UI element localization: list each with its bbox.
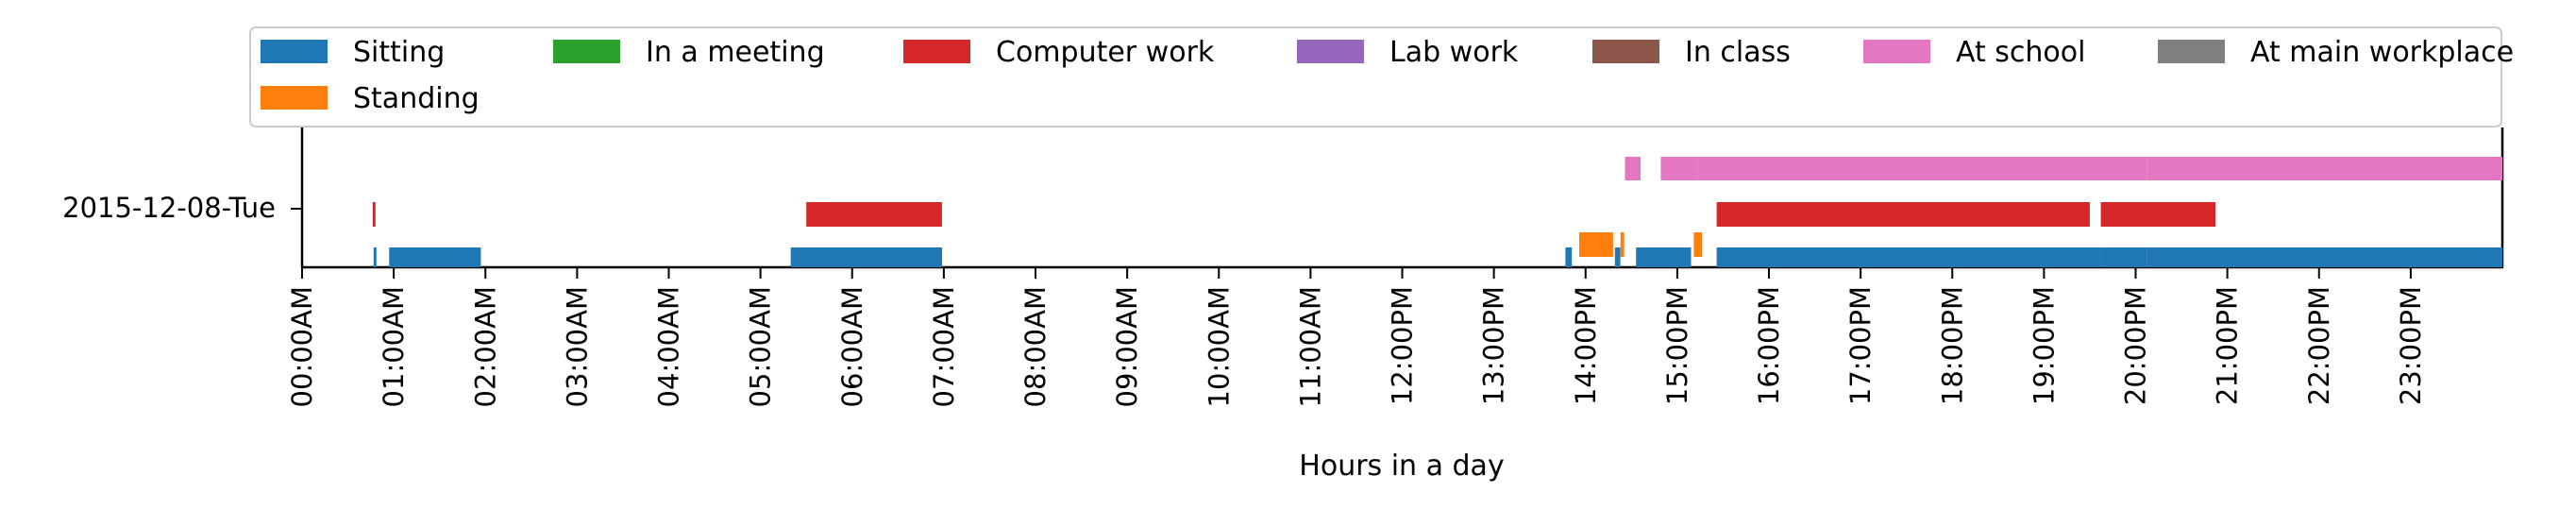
x-tick-label: 13:00PM: [1478, 286, 1510, 405]
x-tick-label: 07:00AM: [928, 286, 960, 407]
x-axis: 00:00AM 01:00AM 02:00AM 03:00AM 04:00AM 05:00…: [286, 267, 2427, 407]
bar-at-school: [1625, 157, 1641, 180]
legend-label-computer-work: Computer work: [996, 36, 1215, 69]
legend-swatch-in-a-meeting: [553, 40, 620, 63]
legend-frame: [249, 26, 2502, 128]
bar-sitting: [790, 247, 942, 267]
x-tick-label: 01:00AM: [378, 286, 410, 407]
bar-at-school: [1697, 157, 2147, 180]
x-tick-label: 03:00AM: [561, 286, 593, 407]
x-tick-label: 22:00PM: [2303, 286, 2335, 405]
bar-standing: [1579, 232, 1613, 257]
bar-sitting: [389, 247, 481, 267]
x-tick-label: 08:00AM: [1019, 286, 1052, 407]
x-tick-label: 09:00AM: [1111, 286, 1143, 407]
legend-swatch-at-main-workplace: [2158, 40, 2225, 63]
legend-swatch-at-school: [1863, 40, 1930, 63]
y-tick-label: 2015-12-08-Tue: [62, 192, 276, 224]
bars-layer: [372, 157, 2502, 267]
bar-computer-work: [2100, 202, 2215, 227]
x-tick-label: 16:00PM: [1753, 286, 1785, 405]
legend-swatch-computer-work: [903, 40, 970, 63]
bar-standing: [1693, 232, 1703, 257]
x-tick-label: 19:00PM: [2028, 286, 2060, 405]
x-tick-label: 12:00PM: [1387, 286, 1419, 405]
legend-label-at-main-workplace: At main workplace: [2250, 36, 2514, 69]
bar-sitting: [1636, 247, 1692, 267]
x-tick-label: 06:00AM: [836, 286, 868, 407]
legend: Sitting In a meeting Computer work Lab work…: [249, 26, 2514, 128]
legend-label-standing: Standing: [353, 82, 480, 115]
x-tick-label: 15:00PM: [1661, 286, 1693, 405]
bar-sitting: [1716, 247, 2101, 267]
legend-swatch-lab-work: [1297, 40, 1364, 63]
x-tick-label: 10:00AM: [1203, 286, 1235, 407]
bar-at-school: [2147, 157, 2502, 180]
legend-swatch-standing: [261, 86, 328, 110]
x-tick-label: 23:00PM: [2395, 286, 2427, 405]
x-tick-label: 00:00AM: [286, 286, 318, 407]
bar-sitting: [373, 247, 377, 267]
bar-computer-work: [1716, 202, 2090, 227]
x-axis-title: Hours in a day: [1299, 450, 1504, 483]
bar-computer-work: [806, 202, 942, 227]
x-tick-label: 20:00PM: [2120, 286, 2152, 405]
x-tick-label: 05:00AM: [745, 286, 777, 407]
x-tick-label: 18:00PM: [1936, 286, 1968, 405]
legend-swatch-in-class: [1592, 40, 1659, 63]
legend-label-at-school: At school: [1956, 36, 2085, 69]
legend-label-lab-work: Lab work: [1389, 36, 1519, 69]
legend-swatch-sitting: [261, 40, 328, 63]
x-tick-label: 04:00AM: [653, 286, 685, 407]
bar-computer-work: [372, 202, 376, 227]
legend-label-in-a-meeting: In a meeting: [646, 36, 825, 69]
x-tick-label: 14:00PM: [1570, 286, 1602, 405]
bar-sitting: [1565, 247, 1573, 267]
legend-label-sitting: Sitting: [353, 36, 445, 69]
bar-sitting: [2147, 247, 2502, 267]
bar-sitting: [1614, 247, 1621, 267]
bar-at-school: [1660, 157, 1698, 180]
x-tick-label: 21:00PM: [2212, 286, 2244, 405]
y-axis: 2015-12-08-Tue: [62, 192, 302, 224]
legend-label-in-class: In class: [1685, 36, 1791, 69]
bar-standing: [1620, 232, 1625, 257]
x-tick-label: 02:00AM: [469, 286, 501, 407]
bar-sitting: [2100, 247, 2147, 267]
x-tick-label: 11:00AM: [1294, 286, 1326, 407]
plot-area: [300, 128, 2504, 269]
x-tick-label: 17:00PM: [1844, 286, 1877, 405]
